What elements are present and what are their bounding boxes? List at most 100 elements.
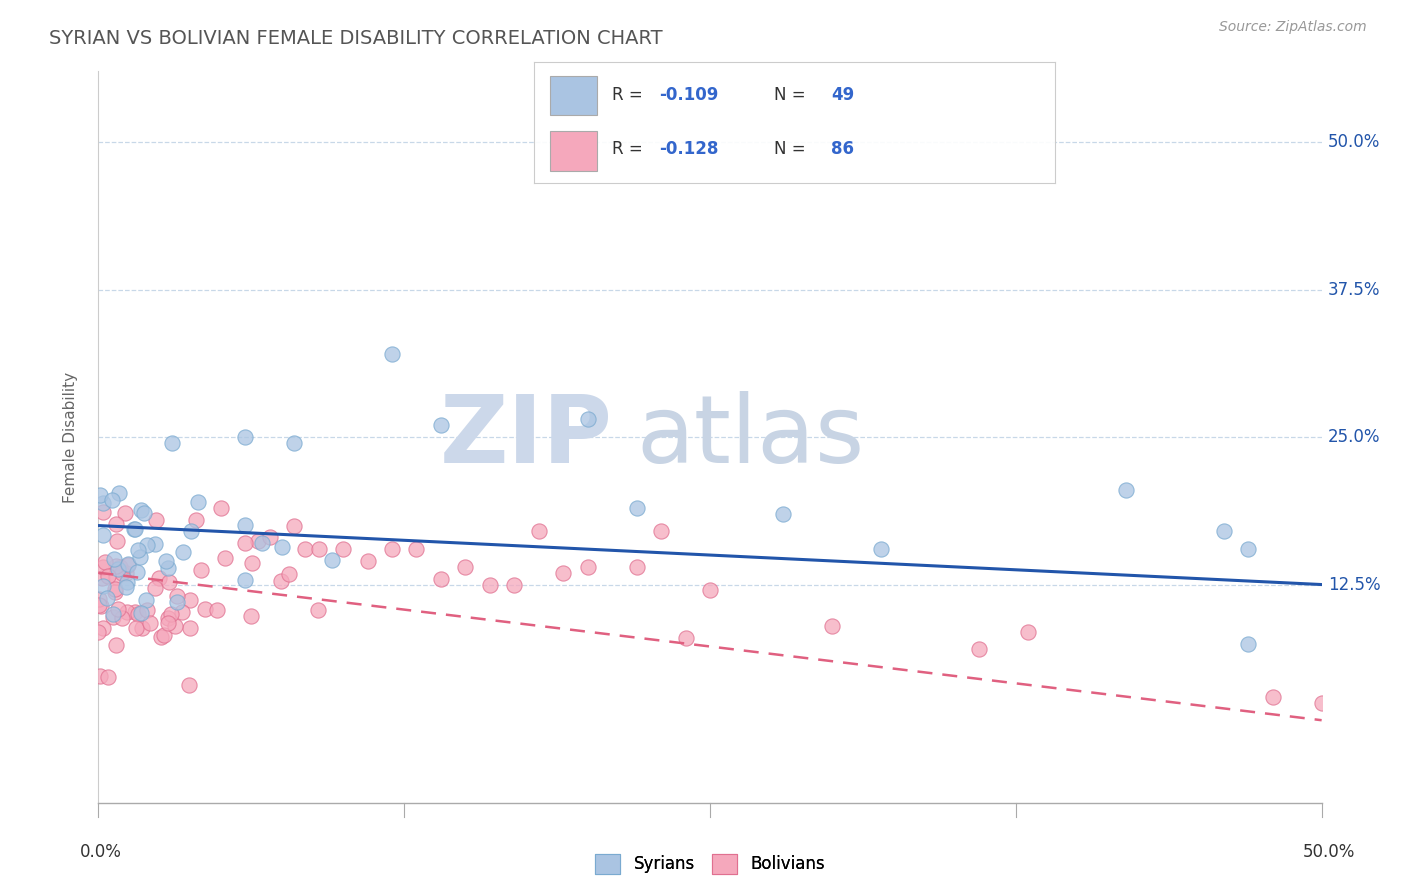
Point [115,605,138,619]
Text: R =: R = [613,140,648,158]
Point [332,542,354,557]
Point [152,628,174,642]
Point [127,607,149,622]
Legend: Syrians, Bolivians: Syrians, Bolivians [588,846,832,882]
Text: ZIP: ZIP [439,391,612,483]
Text: 86: 86 [831,140,853,158]
Point [104,638,127,652]
Point [91,496,114,510]
Point [135,593,157,607]
Point [430,572,453,586]
Point [143,581,166,595]
Point [430,418,453,433]
Point [104,582,127,596]
Point [145,513,167,527]
Point [115,575,138,590]
Point [139,616,162,631]
Point [94,555,117,569]
Point [821,619,844,633]
Point [194,602,217,616]
Point [155,554,177,568]
Point [187,494,209,508]
Point [283,518,305,533]
Point [136,603,159,617]
Point [308,542,330,557]
Point [91,621,114,635]
Point [576,412,599,426]
Point [104,585,127,599]
Point [454,559,477,574]
Point [172,545,194,559]
Point [233,536,256,550]
Point [160,436,183,450]
Point [1261,690,1284,704]
Point [626,559,648,574]
Point [115,581,138,595]
Point [107,602,129,616]
Point [114,506,136,520]
Point [259,530,281,544]
Point [307,602,329,616]
Point [235,573,257,587]
Text: 0.0%: 0.0% [80,843,122,861]
Point [104,517,127,532]
Point [321,553,343,567]
Point [967,642,990,657]
Point [527,524,550,539]
Point [186,513,208,527]
Point [132,506,155,520]
Point [150,630,173,644]
Point [381,542,404,557]
Point [294,542,316,557]
Point [114,566,136,580]
Point [107,562,129,576]
Point [166,590,188,604]
Point [270,540,292,554]
Point [143,537,166,551]
Point [246,534,269,549]
Point [1237,636,1260,650]
Point [148,571,170,585]
Point [101,492,124,507]
Point [131,621,153,635]
Point [117,558,139,572]
Point [283,436,305,450]
Point [91,571,114,585]
Point [576,559,599,574]
Text: 37.5%: 37.5% [1327,281,1381,299]
Point [177,678,200,692]
Text: -0.128: -0.128 [659,140,718,158]
Text: 50.0%: 50.0% [1302,843,1355,861]
Point [172,605,194,619]
Point [240,609,263,624]
Point [124,522,146,536]
Point [111,566,134,581]
Point [103,610,125,624]
Point [277,566,299,581]
Point [405,542,427,557]
Point [179,621,201,635]
Point [96,670,118,684]
Point [124,605,146,619]
Point [1115,483,1137,498]
Point [125,565,148,579]
Point [105,559,128,574]
Point [156,561,179,575]
Point [356,554,378,568]
Point [87,624,110,639]
Point [1310,696,1333,710]
Point [772,507,794,521]
Point [157,611,180,625]
Point [650,524,672,539]
Point [122,522,145,536]
Point [103,552,125,566]
Point [91,504,114,518]
Point [1237,542,1260,557]
Point [129,607,152,621]
Point [157,616,180,631]
Point [111,611,134,625]
Point [96,591,118,606]
Point [675,631,697,645]
Text: 25.0%: 25.0% [1327,428,1381,446]
Text: SYRIAN VS BOLIVIAN FEMALE DISABILITY CORRELATION CHART: SYRIAN VS BOLIVIAN FEMALE DISABILITY COR… [49,29,662,47]
